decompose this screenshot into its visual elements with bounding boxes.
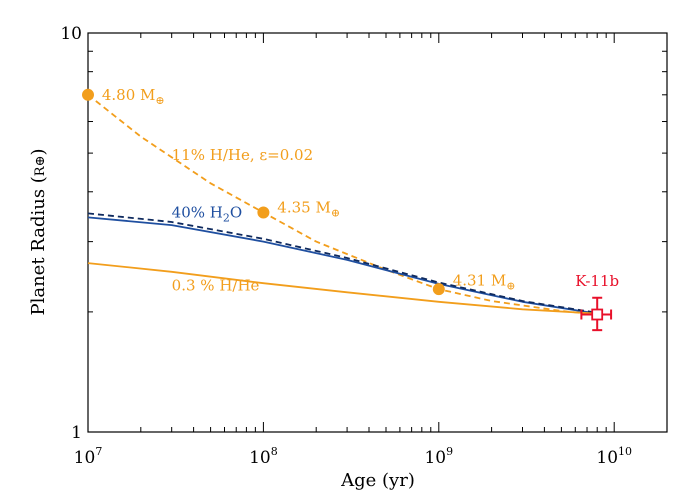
series-group <box>87 94 598 316</box>
annotation-text: 4.35 M <box>277 199 331 217</box>
obs-label: K-11b <box>575 272 619 290</box>
series-line <box>87 212 598 314</box>
x-tick-label-exp: 8 <box>271 445 278 458</box>
observation-group: K-11b <box>575 272 619 332</box>
annotation-subscript: ⊕ <box>506 279 515 292</box>
x-tick-label-exp: 10 <box>618 445 632 458</box>
x-tick-label-base: 10 <box>74 448 96 468</box>
mass-point <box>82 88 94 101</box>
x-axis-label: Age (yr) <box>340 470 415 491</box>
y-tick-label: 10 <box>60 24 82 44</box>
x-tick-label-base: 10 <box>424 448 446 468</box>
annotation-text: O <box>230 203 242 221</box>
x-tick-label: 1010 <box>596 445 632 468</box>
annotation-label: 4.80 M⊕ <box>102 86 165 107</box>
annotation-text: 40% H <box>172 203 223 221</box>
x-tick-label: 108 <box>249 445 278 468</box>
y-axis-label-main: Planet Radius ( <box>28 176 49 315</box>
x-tick-label: 107 <box>74 445 103 468</box>
plot-frame <box>87 32 668 433</box>
annotation-label: 4.35 M⊕ <box>277 199 340 220</box>
annotation-label: 0.3 % H/He <box>172 276 260 294</box>
annotation-text: 0.3 % H/He <box>172 276 260 294</box>
x-tick-label-exp: 9 <box>446 445 453 458</box>
series-line <box>87 216 598 315</box>
annotation-label: 4.31 M⊕ <box>453 271 516 292</box>
annotation-label: 40% H2O <box>172 203 243 224</box>
y-tick-label: 1 <box>71 423 82 443</box>
series-line <box>87 262 598 315</box>
x-tick-label-base: 10 <box>596 448 618 468</box>
annotation-text: 11% H/He, ε=0.02 <box>172 146 313 164</box>
annotation-text: 4.80 M <box>102 86 156 104</box>
x-tick-label-exp: 7 <box>95 445 102 458</box>
x-tick-label: 109 <box>424 445 453 468</box>
annotation-subscript: ⊕ <box>331 207 340 220</box>
mass-point <box>257 206 270 219</box>
annotations-group: 4.80 M⊕4.35 M⊕4.31 M⊕11% H/He, ε=0.0240%… <box>102 86 516 295</box>
annotation-text: 4.31 M <box>453 271 507 289</box>
y-axis-label-close: ) <box>28 148 49 155</box>
series-line <box>87 94 598 316</box>
y-axis-label-unit: R⊕ <box>33 155 48 176</box>
obs-square-marker <box>591 308 604 321</box>
y-axis-label: Planet Radius (R⊕) <box>28 148 49 315</box>
annotation-subscript: 2 <box>223 211 230 224</box>
mass-point <box>432 283 445 296</box>
x-tick-label-base: 10 <box>249 448 271 468</box>
points-group <box>82 88 445 296</box>
annotation-subscript: ⊕ <box>155 94 164 107</box>
annotation-label: 11% H/He, ε=0.02 <box>172 146 313 164</box>
